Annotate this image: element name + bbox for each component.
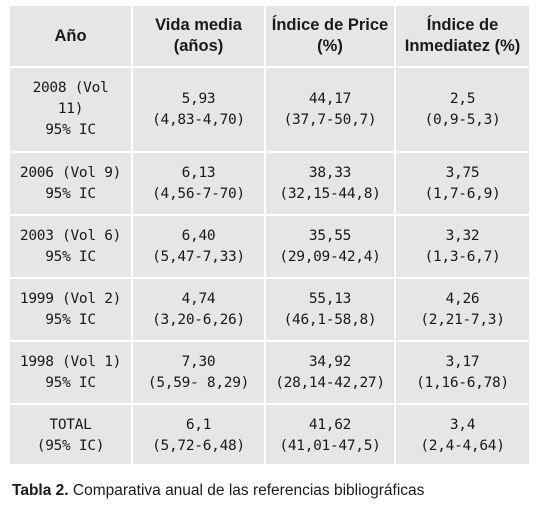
vida-media-cell: 5,93 (4,83-4,70) xyxy=(132,67,266,153)
table-row: 2003 (Vol 6) 95% IC 6,40 (5,47-7,33) 35,… xyxy=(10,215,529,279)
value: 4,26 xyxy=(445,290,480,307)
interval: (32,15-44,8) xyxy=(279,185,381,202)
year-label: 1998 (Vol 1) xyxy=(19,353,122,370)
header-indice-inmediatez: Índice de Inmediatez (%) xyxy=(395,6,529,68)
indice-price-cell: 34,92 (28,14-42,27) xyxy=(265,341,396,405)
interval: (1,3-6,7) xyxy=(424,248,501,265)
interval: (1,7-6,9) xyxy=(424,185,501,202)
interval: (28,14-42,27) xyxy=(275,374,385,391)
value: 35,55 xyxy=(308,227,352,244)
value: 38,33 xyxy=(308,164,352,181)
indice-inmediatez-cell: 3,75 (1,7-6,9) xyxy=(395,152,529,216)
interval: (5,72-6,48) xyxy=(152,437,245,454)
interval: (0,9-5,3) xyxy=(424,111,501,128)
value: 3,17 xyxy=(445,353,480,370)
ci-label: (95% IC) xyxy=(36,437,105,454)
table-caption: Tabla 2. Comparativa anual de las refere… xyxy=(12,482,424,500)
header-indice-price: Índice de Price (%) xyxy=(265,6,396,68)
year-cell: 2008 (Vol 11) 95% IC xyxy=(10,67,133,153)
interval: (5,59- 8,29) xyxy=(147,374,250,391)
year-label: 2006 (Vol 9) xyxy=(19,164,122,181)
caption-text: Comparativa anual de las referencias bib… xyxy=(72,482,425,499)
year-label: 2008 (Vol xyxy=(32,80,109,96)
table-row: 2006 (Vol 9) 95% IC 6,13 (4,56-7-70) 38,… xyxy=(10,152,529,216)
vida-media-cell: 6,13 (4,56-7-70) xyxy=(132,152,266,216)
vida-media-cell: 6,40 (5,47-7,33) xyxy=(132,215,266,279)
value: 7,30 xyxy=(181,353,216,370)
value: 34,92 xyxy=(308,353,352,370)
interval: (3,20-6,26) xyxy=(152,311,245,328)
total-label: TOTAL xyxy=(49,416,92,433)
comparison-table: Año Vida media (años) Índice de Price (%… xyxy=(10,6,529,466)
interval: (2,21-7,3) xyxy=(420,311,505,328)
vida-media-cell: 4,74 (3,20-6,26) xyxy=(132,278,266,342)
header-year: Año xyxy=(10,6,133,68)
header-vida-media: Vida media (años) xyxy=(132,6,266,68)
value: 5,93 xyxy=(181,90,216,107)
year-cell: 1999 (Vol 2) 95% IC xyxy=(10,278,133,342)
value: 6,40 xyxy=(181,227,216,244)
year-cell: 1998 (Vol 1) 95% IC xyxy=(10,341,133,405)
ci-label: 95% IC xyxy=(45,248,96,265)
vida-media-cell: 7,30 (5,59- 8,29) xyxy=(132,341,266,405)
indice-price-cell: 55,13 (46,1-58,8) xyxy=(265,278,396,342)
ci-label: 95% IC xyxy=(45,185,96,202)
interval: (5,47-7,33) xyxy=(152,248,245,265)
interval: (29,09-42,4) xyxy=(279,248,381,265)
data-table-container: Año Vida media (años) Índice de Price (%… xyxy=(10,6,529,466)
indice-inmediatez-cell: 3,32 (1,3-6,7) xyxy=(395,215,529,279)
indice-price-cell: 41,62 (41,01-47,5) xyxy=(265,404,396,466)
indice-inmediatez-cell: 3,17 (1,16-6,78) xyxy=(395,341,529,405)
year-label-cont: 11) xyxy=(57,101,84,117)
interval: (4,56-7-70) xyxy=(152,185,245,202)
indice-inmediatez-cell: 3,4 (2,4-4,64) xyxy=(395,404,529,466)
table-row: 1999 (Vol 2) 95% IC 4,74 (3,20-6,26) 55,… xyxy=(10,278,529,342)
indice-inmediatez-cell: 2,5 (0,9-5,3) xyxy=(395,67,529,153)
year-label: 1999 (Vol 2) xyxy=(19,290,122,307)
value: 2,5 xyxy=(449,90,476,107)
value: 55,13 xyxy=(308,290,352,307)
value: 6,1 xyxy=(185,416,212,433)
interval: (41,01-47,5) xyxy=(279,437,381,454)
value: 41,62 xyxy=(308,416,352,433)
interval: (1,16-6,78) xyxy=(416,374,509,391)
ci-label: 95% IC xyxy=(45,122,96,138)
value: 3,4 xyxy=(449,416,476,433)
indice-price-cell: 35,55 (29,09-42,4) xyxy=(265,215,396,279)
year-cell: 2006 (Vol 9) 95% IC xyxy=(10,152,133,216)
value: 4,74 xyxy=(181,290,216,307)
vida-media-cell: 6,1 (5,72-6,48) xyxy=(132,404,266,466)
interval: (2,4-4,64) xyxy=(420,437,505,454)
interval: (46,1-58,8) xyxy=(283,311,377,328)
year-cell: TOTAL (95% IC) xyxy=(10,404,133,466)
value: 3,75 xyxy=(445,164,480,181)
year-label: 2003 (Vol 6) xyxy=(19,227,122,244)
ci-label: 95% IC xyxy=(45,374,96,391)
total-row: TOTAL (95% IC) 6,1 (5,72-6,48) 41,62 (41… xyxy=(10,404,529,466)
indice-price-cell: 44,17 (37,7-50,7) xyxy=(265,67,396,153)
value: 3,32 xyxy=(445,227,480,244)
ci-label: 95% IC xyxy=(45,311,96,328)
caption-label: Tabla 2. xyxy=(12,482,69,499)
table-row: 2008 (Vol 11) 95% IC 5,93 (4,83-4,70) 44… xyxy=(10,67,529,153)
table-row: 1998 (Vol 1) 95% IC 7,30 (5,59- 8,29) 34… xyxy=(10,341,529,405)
indice-inmediatez-cell: 4,26 (2,21-7,3) xyxy=(395,278,529,342)
header-row: Año Vida media (años) Índice de Price (%… xyxy=(10,6,529,68)
indice-price-cell: 38,33 (32,15-44,8) xyxy=(265,152,396,216)
value: 44,17 xyxy=(308,90,352,107)
value: 6,13 xyxy=(181,164,216,181)
interval: (37,7-50,7) xyxy=(283,111,377,128)
interval: (4,83-4,70) xyxy=(152,111,245,128)
year-cell: 2003 (Vol 6) 95% IC xyxy=(10,215,133,279)
